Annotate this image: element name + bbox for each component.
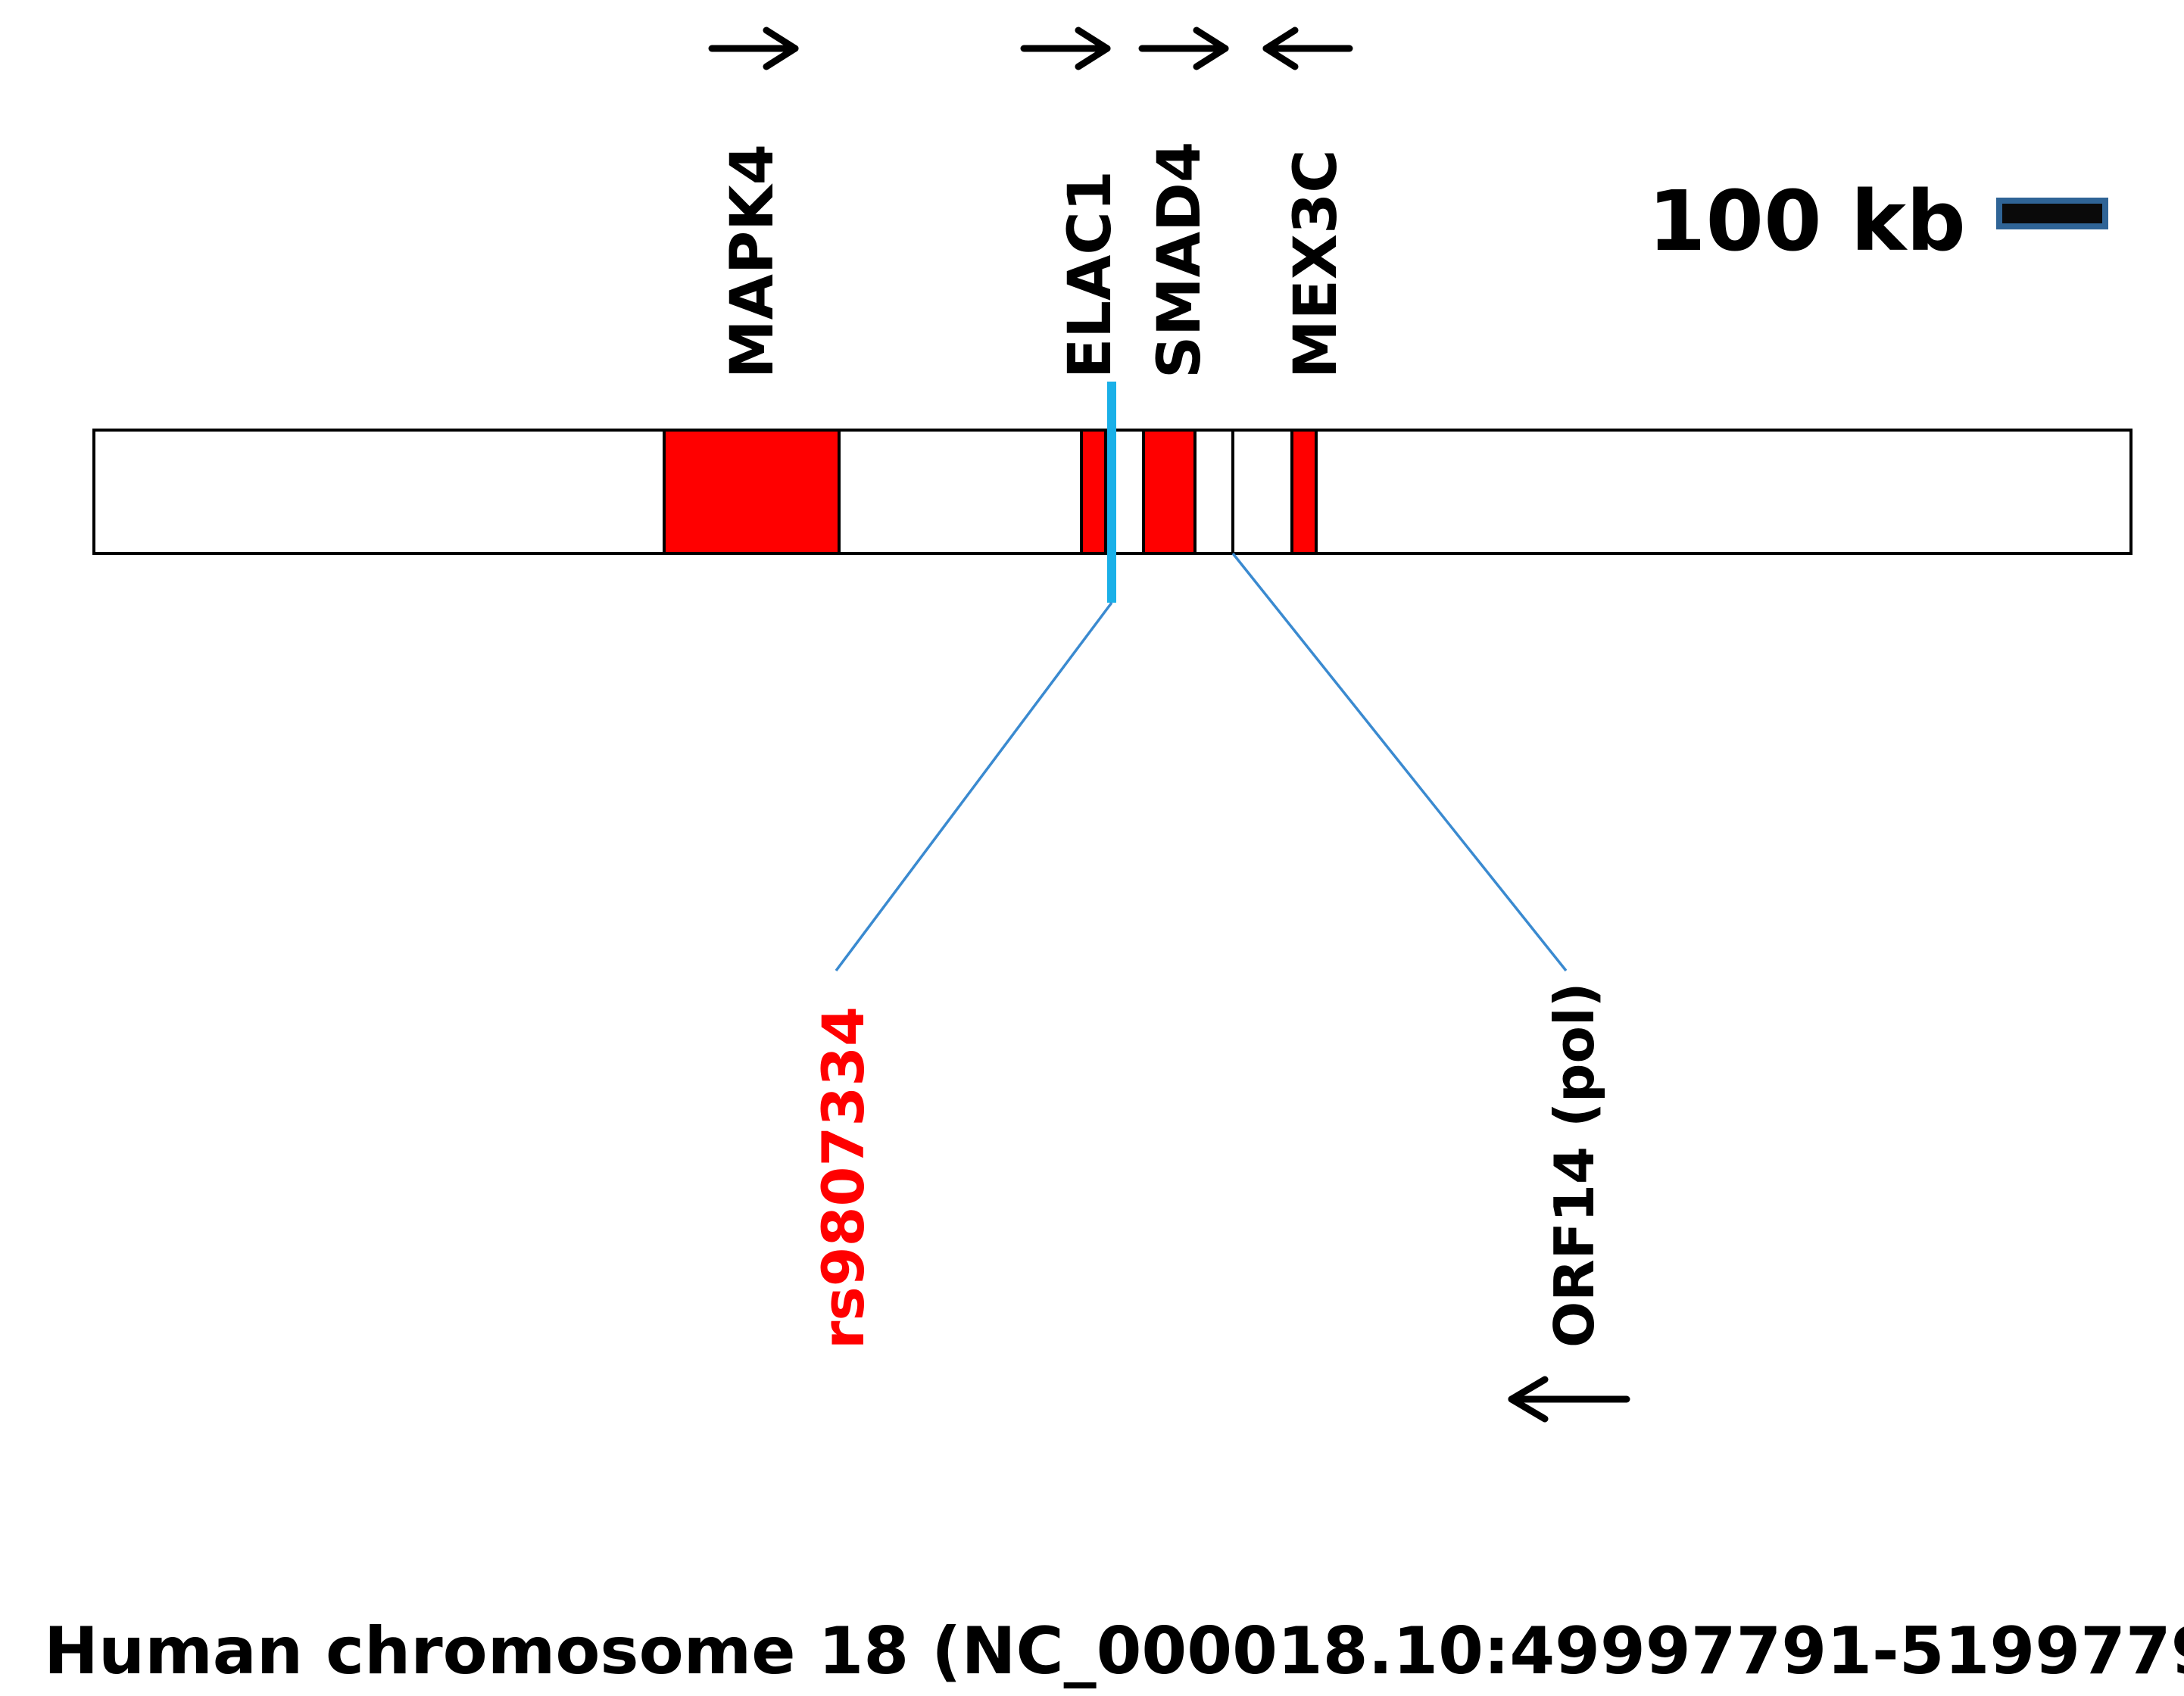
gene-label-mex3c: MEX3C [1282,149,1350,379]
orf-strand-arrow [1508,1376,1630,1423]
gene-block-elac1 [1080,429,1107,555]
orf-label: ORF14 (pol) [1543,982,1606,1348]
orf-insertion-segment [1193,429,1234,555]
gene-block-mapk4 [663,429,841,555]
snp-connector-line [835,601,1113,972]
gene-block-mex3c [1290,429,1318,555]
strand-arrow-elac1 [1020,26,1111,70]
gene-block-smad4 [1142,429,1197,555]
scale-bar [1996,198,2108,229]
gene-label-smad4: SMAD4 [1146,142,1214,379]
strand-arrow-smad4 [1138,26,1229,70]
orf-connector-line [1231,552,1568,972]
scale-bar-label: 100 kb [1648,173,1966,270]
snp-label: rs9807334 [810,1006,877,1349]
gene-label-mapk4: MAPK4 [719,144,787,379]
strand-arrow-mex3c [1262,26,1353,70]
gene-label-elac1: ELAC1 [1056,170,1125,379]
strand-arrow-mapk4 [708,26,799,70]
chromosome-caption: Human chromosome 18 (NC_000018.10:499977… [44,1613,2184,1689]
